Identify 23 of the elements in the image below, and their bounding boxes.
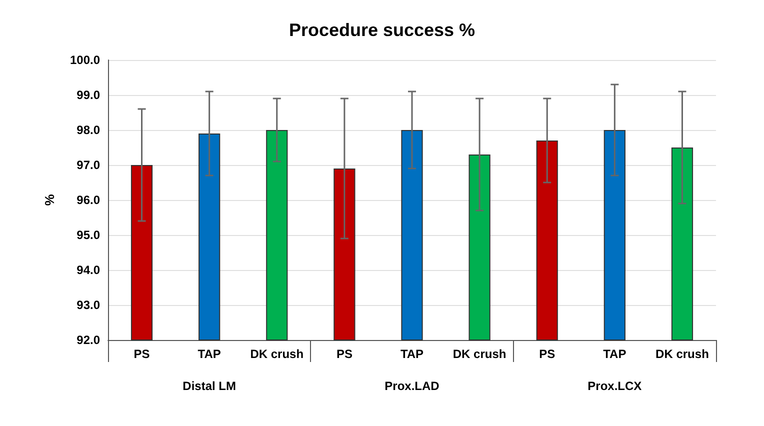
text: Prox.LCX <box>588 379 642 393</box>
x-tick-label: PS <box>134 347 150 361</box>
y-tick-label: 95.0 <box>76 228 100 242</box>
y-tick-label: 92.0 <box>76 333 100 347</box>
x-tick-label: PS <box>336 347 352 361</box>
text: Prox.LAD <box>384 379 440 393</box>
y-tick-label: 94.0 <box>76 263 100 277</box>
y-tick-label: 97.0 <box>76 158 100 172</box>
x-tick-label: TAP <box>198 347 221 361</box>
y-tick-label: 98.0 <box>76 123 100 137</box>
x-tick-label: DK crush <box>656 347 709 361</box>
x-tick-label: TAP <box>603 347 626 361</box>
chart-title: Procedure success % <box>288 20 476 40</box>
y-axis-title: % <box>42 194 57 206</box>
text: Distal LM <box>182 379 236 393</box>
x-tick-label: TAP <box>400 347 424 361</box>
y-tick-label: 93.0 <box>76 298 100 312</box>
y-tick-label: 100.0 <box>70 53 100 67</box>
x-tick-label: DK crush <box>452 347 506 361</box>
y-tick-label: 96.0 <box>76 193 100 207</box>
x-tick-label: DK crush <box>250 347 304 361</box>
y-tick-label: 99.0 <box>76 88 100 102</box>
x-tick-label: PS <box>539 347 556 361</box>
